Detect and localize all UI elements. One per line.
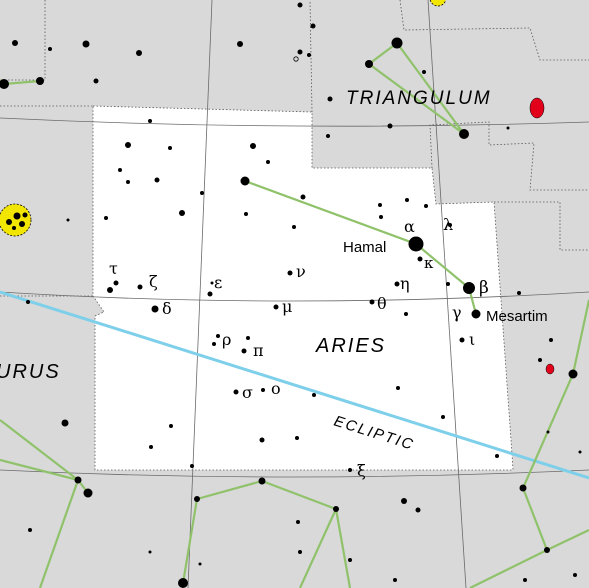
aries-area — [93, 106, 513, 470]
galaxy-triangulum-marker — [529, 97, 545, 119]
star-mesartim — [471, 309, 481, 319]
label-zeta: ζ — [149, 272, 158, 291]
label-delta: δ — [162, 299, 172, 318]
label-triangulum: TRIANGULUM — [346, 88, 492, 109]
label-beta: β — [479, 278, 489, 298]
cluster-marker-top — [429, 0, 447, 7]
label-rho: ρ — [222, 330, 231, 349]
ecliptic-line — [0, 290, 589, 480]
pleiades-stars — [6, 212, 28, 230]
label-alpha: α — [404, 217, 415, 236]
galaxy-small-marker — [545, 363, 555, 375]
label-taurus: URUS — [0, 361, 61, 383]
label-hamal: Hamal — [343, 239, 386, 256]
label-kappa: κ — [424, 254, 434, 272]
label-mesartim: Mesartim — [486, 308, 548, 325]
double-star-marker — [293, 56, 299, 62]
label-nu: ν — [296, 262, 306, 281]
star-41-ari — [240, 176, 250, 186]
label-lambda: λ — [443, 215, 453, 234]
star-hamal — [408, 236, 424, 252]
label-sigma: σ — [242, 383, 253, 402]
label-tau: τ — [109, 259, 118, 278]
pleiades-cluster-marker — [0, 203, 32, 237]
label-theta: θ — [377, 294, 387, 313]
star-sheratan — [463, 282, 475, 294]
label-epsilon: ε — [214, 273, 222, 292]
label-iota: ι — [469, 330, 475, 349]
label-eta: η — [400, 274, 410, 293]
label-aries: ARIES — [315, 335, 386, 357]
label-mu: μ — [282, 297, 292, 316]
label-xi: ξ — [357, 461, 366, 480]
label-gamma: γ — [452, 303, 462, 322]
label-omicron: ο — [271, 379, 281, 398]
label-pi: π — [253, 341, 264, 360]
